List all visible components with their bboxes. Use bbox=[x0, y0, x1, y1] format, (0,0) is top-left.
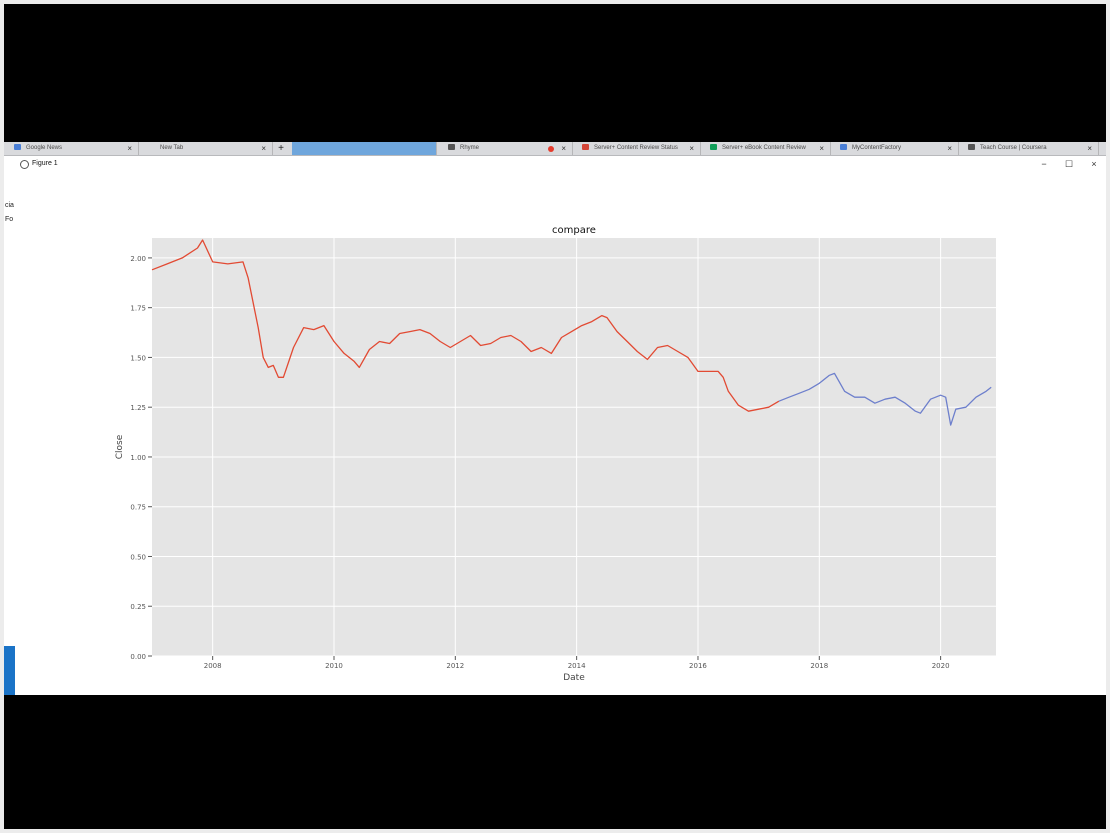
y-axis: 0.00 0.25 0.50 0.75 1.00 1.25 1.50 1.75 2.00 bbox=[130, 255, 152, 661]
plot-area bbox=[152, 238, 996, 656]
tab-label: Server+ Content Review Status bbox=[594, 145, 678, 151]
y-tick-label: 0.25 bbox=[130, 603, 146, 611]
close-icon[interactable]: × bbox=[947, 144, 952, 153]
x-tick-label: 2016 bbox=[689, 662, 707, 670]
series-line-2 bbox=[778, 372, 992, 426]
y-tick-label: 1.50 bbox=[130, 354, 146, 362]
tab-active[interactable] bbox=[292, 142, 437, 155]
browser-tab-strip: Google News × New Tab × + Rhyme × Server… bbox=[4, 142, 1106, 156]
y-tick-label: 0.50 bbox=[130, 553, 146, 561]
y-axis-label: Close bbox=[115, 434, 125, 459]
close-button[interactable]: × bbox=[1091, 159, 1097, 169]
chart-title: compare bbox=[552, 225, 596, 236]
sidebar-blue-block bbox=[4, 646, 15, 695]
x-tick-label: 2010 bbox=[325, 662, 343, 670]
tab-label: New Tab bbox=[160, 145, 184, 151]
y-tick-label: 1.00 bbox=[130, 454, 146, 462]
x-tick-label: 2008 bbox=[204, 662, 222, 670]
tab-ebook-content-review[interactable]: Server+ eBook Content Review × bbox=[700, 142, 831, 155]
x-axis: 2008 2010 2012 2014 2016 2018 2020 bbox=[204, 656, 950, 670]
recording-frame: Google News × New Tab × + Rhyme × Server… bbox=[4, 4, 1106, 829]
series-line-1 bbox=[151, 239, 780, 412]
page-icon bbox=[148, 144, 155, 150]
figure-title-bar: Figure 1 − ☐ × bbox=[15, 156, 1106, 172]
y-tick-label: 0.75 bbox=[130, 504, 146, 512]
tab-label: Google News bbox=[26, 145, 63, 151]
close-icon[interactable]: × bbox=[819, 144, 824, 153]
series-group bbox=[151, 239, 992, 426]
line-chart: 0.00 0.25 0.50 0.75 1.00 1.25 1.50 1.75 2.00 200… bbox=[115, 225, 996, 683]
tab-content-review-status[interactable]: Server+ Content Review Status × bbox=[572, 142, 701, 155]
x-axis-label: Date bbox=[563, 673, 585, 683]
coursera-icon bbox=[968, 144, 975, 151]
desktop-content: Google News × New Tab × + Rhyme × Server… bbox=[4, 142, 1106, 695]
sheets-icon bbox=[710, 144, 717, 151]
close-icon[interactable]: × bbox=[1087, 144, 1092, 153]
close-icon[interactable]: × bbox=[127, 144, 132, 153]
tab-label: MyContentFactory bbox=[852, 145, 902, 151]
tab-google-news[interactable]: Google News × bbox=[4, 142, 139, 155]
y-tick-label: 2.00 bbox=[130, 255, 146, 263]
y-tick-label: 1.75 bbox=[130, 305, 146, 313]
sidebar-fragment: cia bbox=[5, 202, 14, 209]
page-icon bbox=[840, 144, 847, 151]
rhyme-icon bbox=[448, 144, 455, 151]
y-tick-label: 1.25 bbox=[130, 404, 146, 412]
figure-window: Figure 1 − ☐ × 0.00 0.25 0.50 0.75 1.00 1.25 1… bbox=[15, 156, 1106, 695]
y-tick-label: 0.00 bbox=[130, 653, 146, 661]
new-tab-plus-icon[interactable]: + bbox=[278, 143, 284, 154]
x-tick-label: 2020 bbox=[932, 662, 950, 670]
matplotlib-icon bbox=[20, 160, 29, 169]
x-tick-label: 2014 bbox=[568, 662, 586, 670]
google-news-icon bbox=[14, 144, 21, 151]
tab-label: Server+ eBook Content Review bbox=[722, 145, 806, 151]
grid-lines bbox=[152, 238, 996, 657]
x-tick-label: 2018 bbox=[810, 662, 828, 670]
minimize-button[interactable]: − bbox=[1041, 159, 1047, 169]
tab-new-tab[interactable]: New Tab × bbox=[138, 142, 273, 155]
tab-mycontentfactory[interactable]: MyContentFactory × bbox=[830, 142, 959, 155]
close-icon[interactable]: × bbox=[689, 144, 694, 153]
sidebar-fragment: Fo bbox=[5, 216, 14, 223]
tab-coursera[interactable]: Teach Course | Coursera × bbox=[958, 142, 1099, 155]
close-icon[interactable]: × bbox=[261, 144, 266, 153]
tab-label: Teach Course | Coursera bbox=[980, 145, 1047, 151]
x-tick-label: 2012 bbox=[446, 662, 464, 670]
tab-label: Rhyme bbox=[460, 145, 480, 151]
gmail-icon bbox=[582, 144, 589, 151]
figure-title: Figure 1 bbox=[32, 160, 58, 167]
tab-rhyme[interactable]: Rhyme × bbox=[438, 142, 573, 155]
recording-dot-icon bbox=[548, 146, 554, 152]
close-icon[interactable]: × bbox=[561, 144, 566, 153]
maximize-button[interactable]: ☐ bbox=[1064, 159, 1074, 169]
